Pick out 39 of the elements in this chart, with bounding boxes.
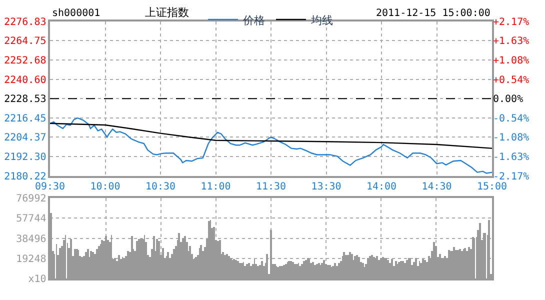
y-tick-label: 76992 xyxy=(16,193,46,204)
line-series xyxy=(50,122,492,149)
x-tick-label: 09:30 xyxy=(34,182,66,193)
y-tick-label: 2240.60 xyxy=(4,74,46,86)
line-series xyxy=(50,117,492,174)
y-tick-label: 2192.30 xyxy=(4,152,46,163)
y-tick-label: 2180.22 xyxy=(4,171,46,182)
y-tick-label: x10 xyxy=(28,274,46,286)
legend-label: 价格 xyxy=(242,14,265,27)
y-tick-label: 19248 xyxy=(16,254,46,265)
text: sh000001 xyxy=(52,8,100,19)
y-tick-label: 2252.68 xyxy=(4,56,46,67)
x-tick-label: 14:30 xyxy=(422,182,452,193)
y-tick-label: 2204.37 xyxy=(4,132,46,144)
y2-tick-label: -2.17% xyxy=(493,171,530,182)
y2-tick-label: +0.54% xyxy=(493,74,530,86)
y2-tick-label: -1.63% xyxy=(493,152,530,164)
x-tick-label: 10:30 xyxy=(145,182,176,193)
y-tick-label: 2264.75 xyxy=(4,36,46,48)
y-tick-label: 38496 xyxy=(16,234,46,245)
y-tick-label: 57744 xyxy=(16,214,46,225)
y-tick-label: 2276.83 xyxy=(4,16,46,28)
y2-tick-label: -0.54% xyxy=(493,113,530,124)
y-tick-label: 2228.53 xyxy=(4,94,46,106)
chart-title: 上证指数 xyxy=(145,6,189,19)
x-tick-label: 13:30 xyxy=(311,182,342,193)
legend-label: 均线 xyxy=(310,14,333,27)
x-tick-label: 11:30 xyxy=(256,182,286,193)
y2-tick-label: +1.08% xyxy=(493,56,530,67)
x-tick-label: 11:00 xyxy=(200,182,231,193)
y2-tick-label: +1.63% xyxy=(493,36,530,48)
y2-tick-label: 0.00% xyxy=(493,94,524,106)
x-tick-label: 15:00 xyxy=(476,182,508,193)
y-tick-label: 2216.45 xyxy=(4,113,46,124)
text: 2011-12-15 15:00:00 xyxy=(376,8,490,19)
x-tick-label: 14:00 xyxy=(366,182,397,193)
x-tick-label: 10:00 xyxy=(90,182,120,193)
y2-tick-label: +2.17% xyxy=(493,16,530,28)
y2-tick-label: -1.08% xyxy=(493,132,530,144)
